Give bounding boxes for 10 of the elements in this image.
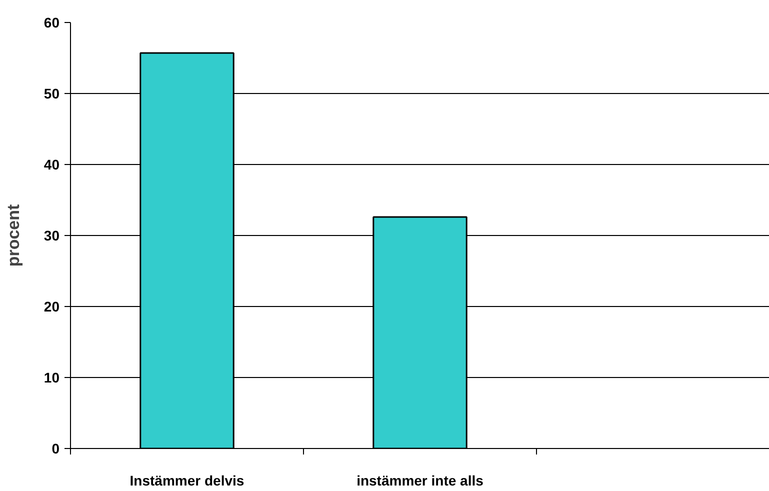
y-axis-title: procent bbox=[4, 204, 23, 267]
x-tick-label: instämmer inte alls bbox=[356, 472, 484, 488]
y-tick-label: 20 bbox=[44, 298, 60, 314]
x-tick-label: Instämmer delvis bbox=[130, 472, 244, 488]
y-tick-label: 40 bbox=[44, 156, 60, 172]
y-tick-label: 60 bbox=[44, 14, 60, 30]
y-tick-label: 30 bbox=[44, 228, 60, 244]
y-tick-label: 10 bbox=[44, 370, 60, 386]
y-tick-label: 0 bbox=[52, 440, 60, 456]
y-tick-label: 50 bbox=[44, 86, 60, 102]
